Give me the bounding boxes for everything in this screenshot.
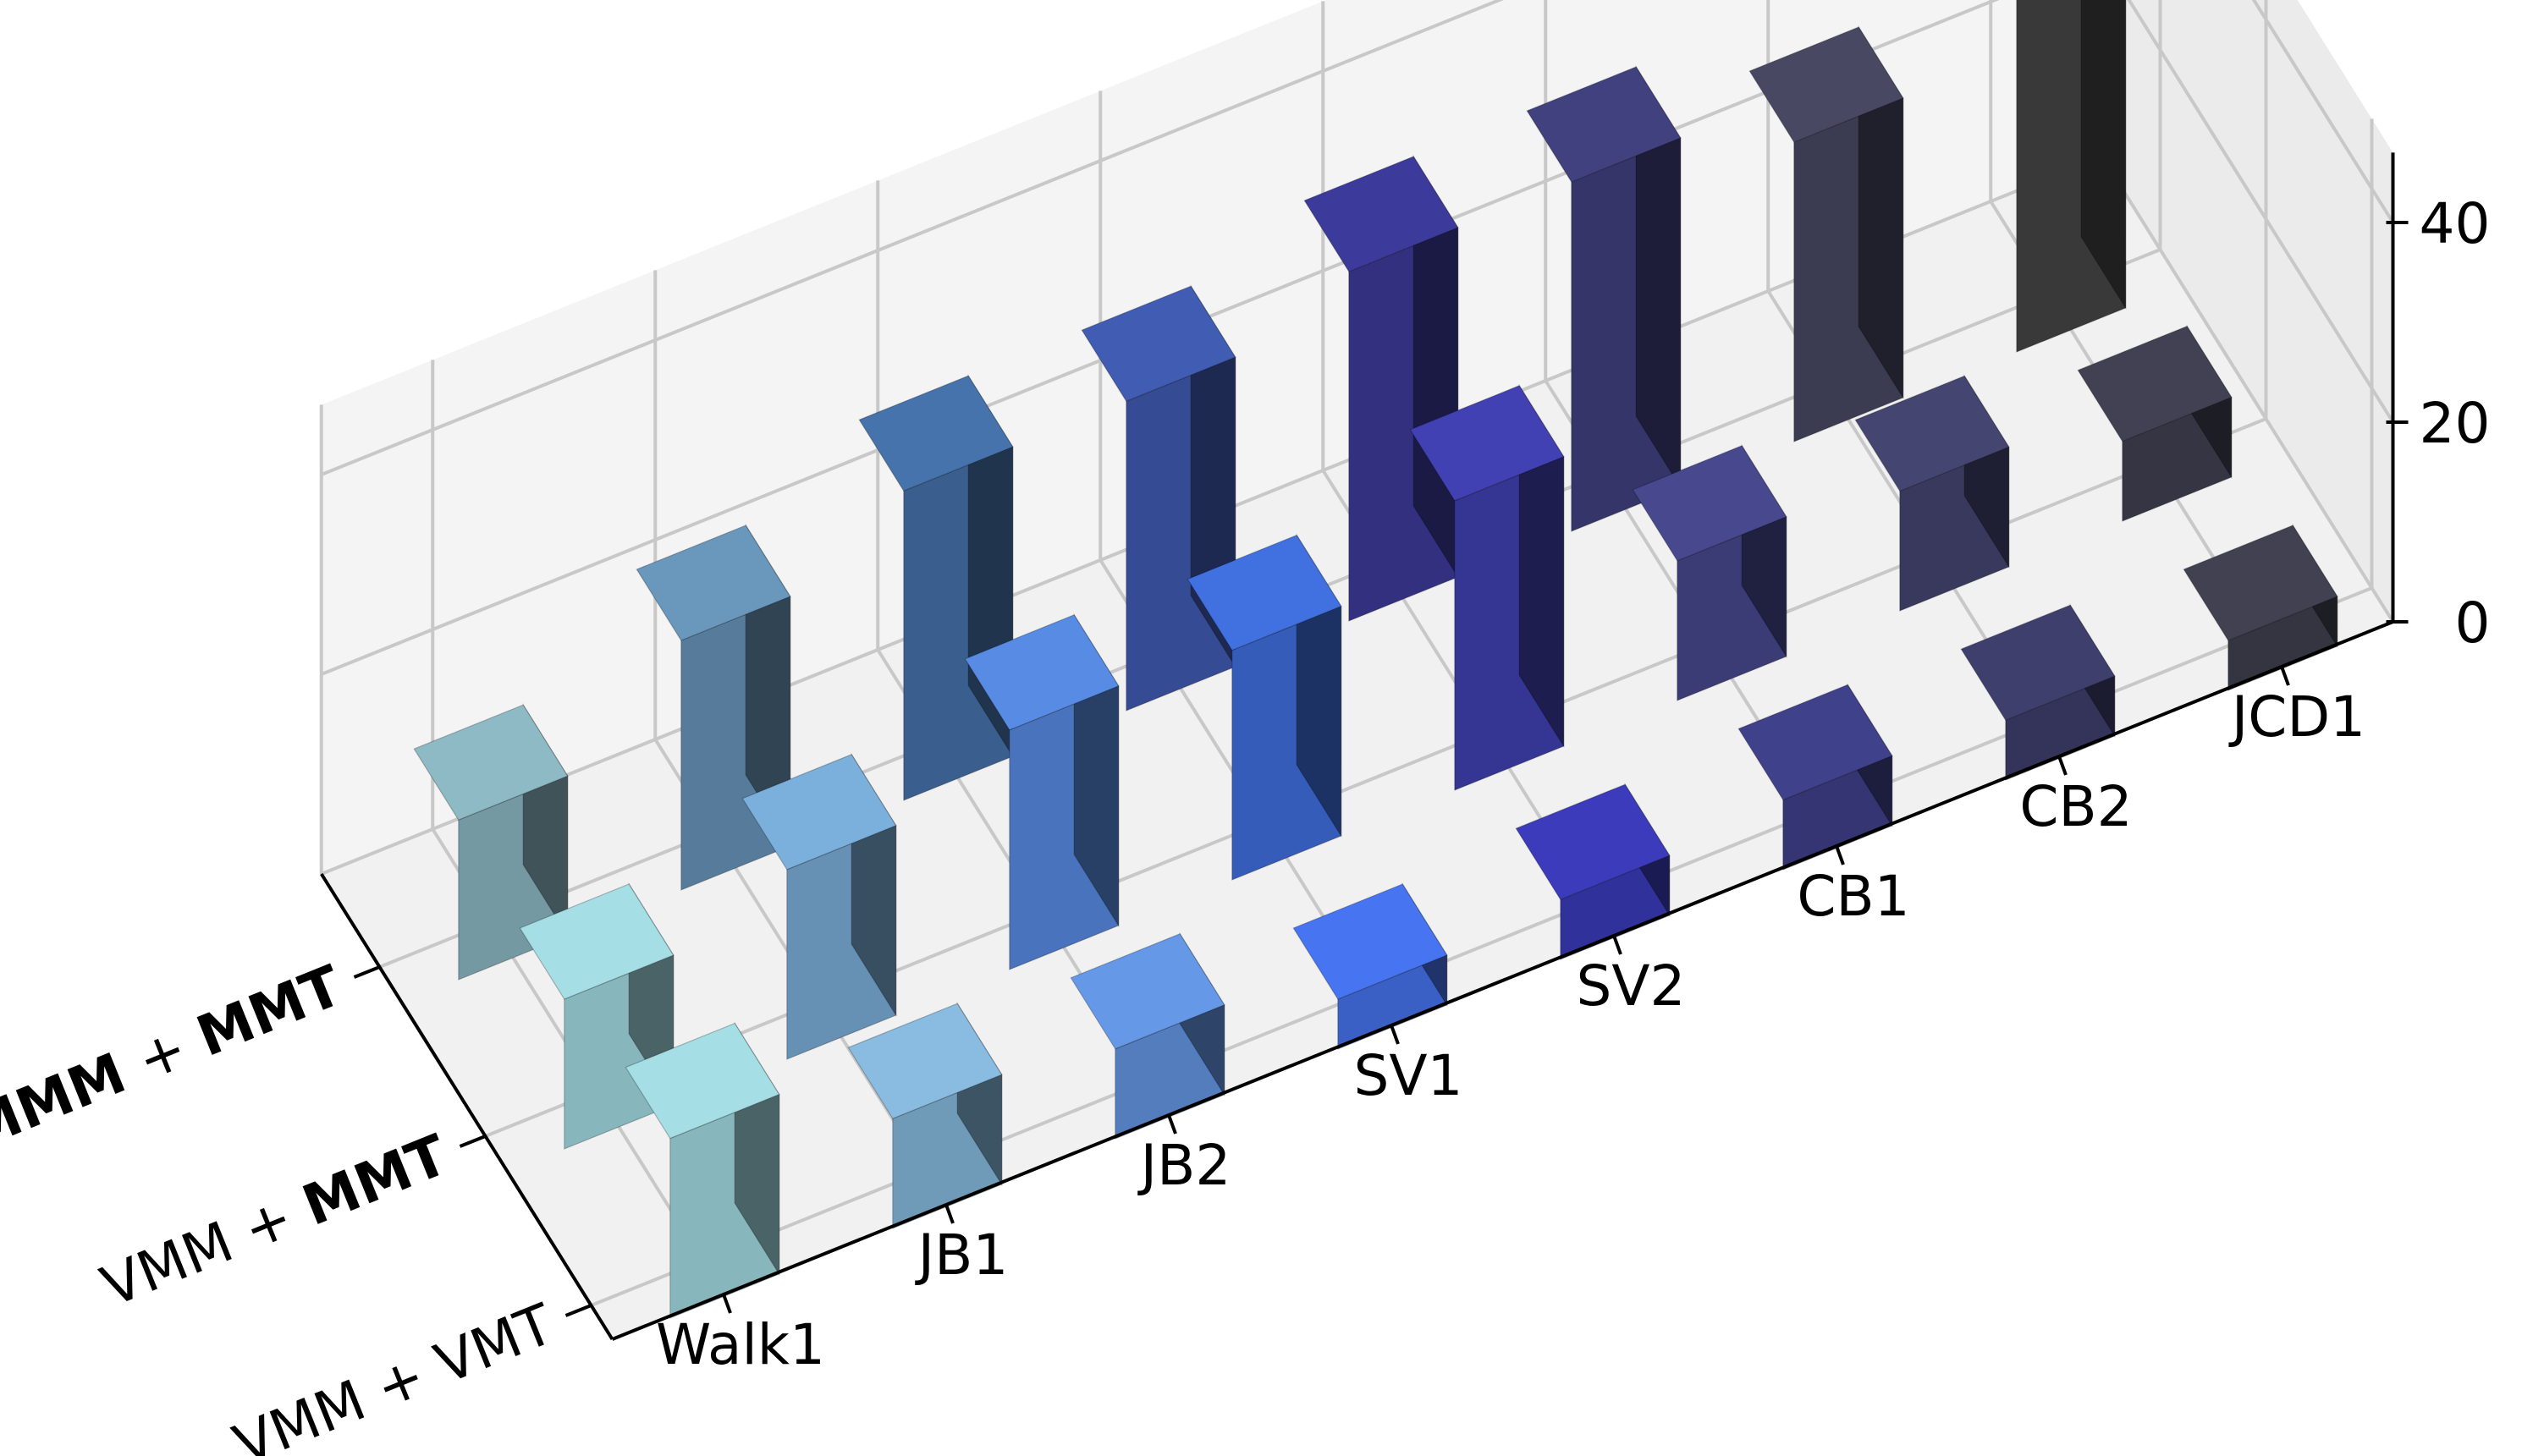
bar-top-face — [625, 1022, 780, 1140]
bar — [1515, 783, 1671, 960]
bar-top-face — [1854, 375, 2010, 492]
bar-top-face — [519, 883, 675, 1000]
bar-top-face — [1070, 933, 1225, 1050]
side-gridline-z — [2251, 0, 2395, 224]
bar — [2183, 523, 2338, 691]
bar-top-face — [2183, 525, 2338, 641]
x-tick — [1612, 935, 1622, 955]
bar — [2077, 324, 2233, 522]
bar — [1409, 383, 1565, 791]
bar — [1303, 154, 1459, 622]
bar-top-face — [847, 1003, 1003, 1119]
bar-top-face — [1409, 385, 1565, 502]
bars — [413, 0, 2338, 1319]
bar-top-face — [1303, 156, 1459, 272]
z-tick-label: 40 — [2420, 191, 2491, 256]
x-tick — [722, 1294, 732, 1314]
bar-top-face — [413, 704, 569, 821]
bar-top-face — [1292, 883, 1448, 1000]
y-tick-label: MMM + MMT — [0, 953, 350, 1162]
z-tick-label: 0 — [2455, 591, 2491, 656]
bar — [1187, 533, 1342, 881]
x-tick — [1835, 845, 1845, 865]
bar-top-face — [1187, 534, 1342, 651]
x-tick-label: JB2 — [1137, 1133, 1231, 1198]
bar — [625, 1021, 780, 1319]
axes — [320, 152, 2409, 1341]
x-tick — [2057, 755, 2068, 776]
x-tick-label: CB2 — [2019, 774, 2132, 839]
x-tick-label: SV1 — [1353, 1043, 1462, 1108]
bar — [1854, 374, 2010, 612]
y-tick — [459, 1135, 487, 1148]
x-tick — [1167, 1114, 1177, 1135]
x-tick — [944, 1204, 955, 1224]
bar-top-face — [2077, 325, 2233, 442]
bar — [1748, 25, 1904, 442]
x-tick-label: SV2 — [1576, 953, 1685, 1019]
bar-top-face — [636, 525, 791, 641]
bar-top-face — [1737, 684, 1893, 801]
floor-pane — [321, 157, 2393, 1339]
bar-top-face — [1960, 604, 2116, 721]
bar — [1292, 882, 1448, 1050]
bar — [847, 1002, 1003, 1229]
y-axis-line — [320, 872, 614, 1341]
x-axis-line — [611, 620, 2394, 1341]
x-tick-label: JCD1 — [2228, 684, 2365, 750]
bar — [1632, 443, 1787, 701]
side-gridline-z — [2101, 155, 2395, 624]
bar — [519, 882, 675, 1150]
bar — [1526, 64, 1682, 532]
bar-top-face — [1632, 445, 1787, 562]
bar-top-face — [1515, 783, 1671, 900]
y-tick — [564, 1304, 592, 1317]
bar — [1737, 683, 1893, 871]
back-gridline-z — [321, 0, 1505, 476]
bar — [964, 613, 1120, 970]
x-tick-label: JB1 — [915, 1222, 1009, 1288]
bar — [2016, 0, 2127, 353]
bar — [1960, 603, 2116, 781]
side-gridline-z — [2127, 0, 2395, 424]
bar-top-face — [1748, 26, 1904, 143]
bar-side-face — [2080, 0, 2127, 310]
bar-top-face — [858, 375, 1014, 492]
bar-top-face — [741, 754, 897, 871]
bar-top-face — [964, 614, 1120, 731]
z-tick-label: 20 — [2420, 391, 2491, 456]
x-tick — [1390, 1025, 1400, 1045]
bar-top-face — [1526, 66, 1682, 183]
bar — [741, 752, 897, 1060]
x-tick-label: Walk1 — [656, 1312, 825, 1377]
bar — [1081, 284, 1236, 712]
x-tick-label: CB1 — [1797, 864, 1909, 929]
x-tick — [2280, 666, 2290, 686]
side-pane — [2101, 0, 2393, 622]
y-tick-label: VMM + VMT — [225, 1291, 563, 1456]
y-tick — [353, 965, 381, 979]
y-tick-label: VMM + MMT — [92, 1122, 456, 1319]
bar-top-face — [1081, 285, 1236, 402]
